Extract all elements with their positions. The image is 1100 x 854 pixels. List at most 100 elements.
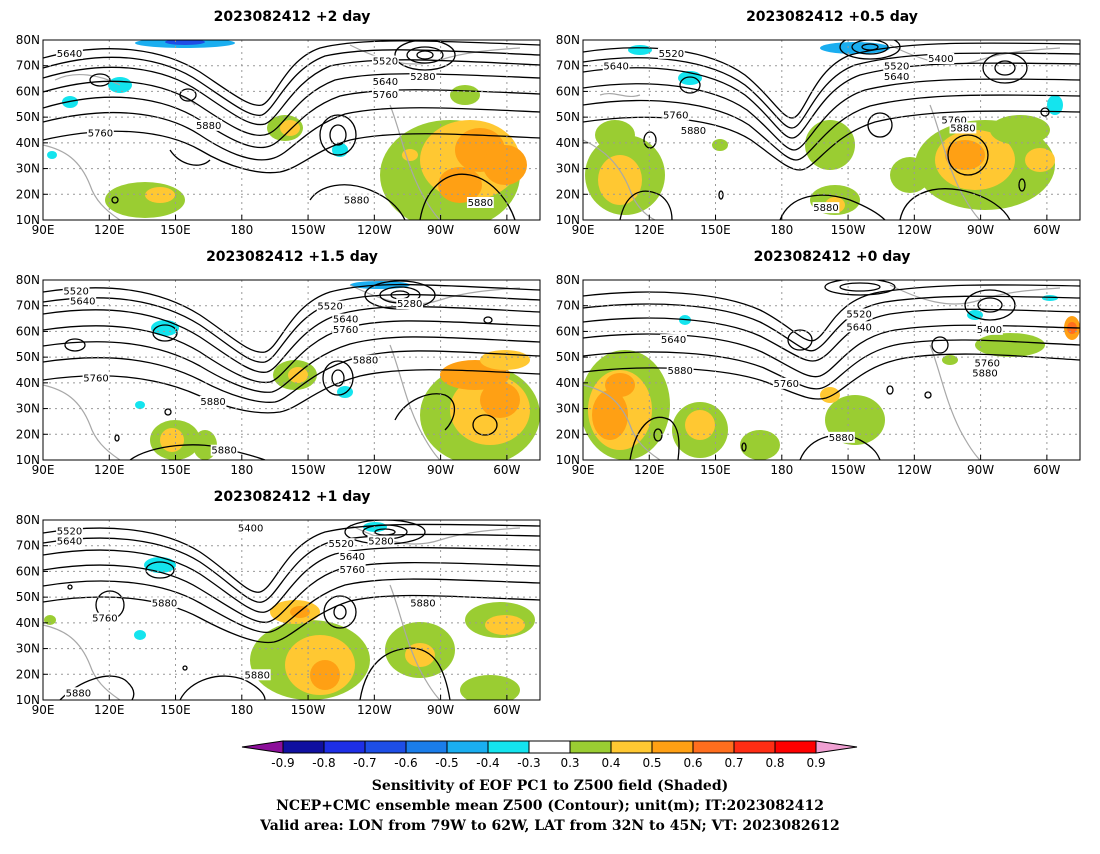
contour-label: 5760	[373, 90, 398, 101]
contour-label-background	[940, 114, 968, 126]
contour-label: 5760	[83, 374, 108, 385]
contour-label-background	[883, 60, 911, 72]
x-tick-label: 90W	[427, 463, 454, 477]
colorbar-segment	[323, 740, 366, 754]
x-tick-label: 180	[230, 463, 253, 477]
contour-label-background	[367, 535, 395, 547]
x-tick-label: 90W	[967, 223, 994, 237]
contour-label-background	[772, 377, 800, 389]
y-tick-label: 50N	[16, 350, 40, 364]
colorbar-segment	[282, 740, 325, 754]
x-tick-label: 120E	[634, 223, 665, 237]
colorbar-segment	[446, 740, 489, 754]
x-tick-label: 150E	[700, 223, 731, 237]
x-tick-label: 150W	[291, 703, 326, 717]
caption-line-3: Valid area: LON from 79W to 62W, LAT fro…	[259, 818, 840, 834]
contour-label: 5880	[200, 397, 225, 408]
contour-label: 5760	[88, 129, 113, 140]
colorbar-label: 0.6	[683, 756, 702, 770]
contour-label: 5280	[410, 72, 435, 83]
contour-label-background	[680, 125, 707, 136]
x-tick-label: 120W	[897, 463, 932, 477]
contour-label-background	[949, 122, 977, 134]
contour-label-background	[91, 612, 119, 624]
panel-title: 2023082412 +0.5 day	[746, 9, 918, 25]
contour-label-background	[666, 365, 694, 376]
contour-label-background	[56, 535, 83, 547]
contour-label-background	[409, 597, 437, 609]
x-tick-label: 120W	[897, 223, 932, 237]
contour-label-background	[971, 367, 999, 379]
contour-label-background	[69, 295, 97, 307]
contour-label: 5760	[773, 379, 798, 390]
map-frame	[42, 39, 541, 221]
contour-labels: 5640 5520 5280 5640 5760 5760 5880 5880 5880	[56, 47, 494, 209]
axis-ticks: 90E 120E 150E 180 150W 120W 90W 60W 80N 70N 60N 50N…	[16, 513, 521, 717]
map-frame	[42, 519, 541, 701]
y-tick-label: 10N	[556, 213, 580, 227]
y-tick-label: 20N	[16, 187, 40, 201]
contour-label-background	[332, 313, 360, 325]
y-tick-label: 70N	[16, 299, 40, 313]
colorbar-label: 0.9	[806, 756, 825, 770]
contour-label-background	[56, 47, 83, 59]
map-panel-plus-1-day: 2023082412 +1 day	[16, 489, 541, 717]
contour-label: 5640	[57, 49, 82, 60]
contour-label: 5520	[659, 49, 684, 60]
y-tick-label: 80N	[556, 33, 580, 47]
colorbar-segment	[774, 740, 817, 754]
x-tick-label: 120E	[94, 463, 125, 477]
contour-label-background	[199, 395, 227, 407]
contour-label-background	[327, 538, 355, 550]
contour-label: 5640	[340, 552, 365, 563]
colorbar-label: -0.6	[394, 756, 417, 770]
contour-label: 5880	[211, 446, 236, 457]
colorbar-label: -0.5	[435, 756, 458, 770]
contour-label-background	[338, 551, 366, 562]
contour-label: 5880	[410, 598, 435, 609]
contour-label-background	[343, 194, 371, 206]
x-tick-label: 150W	[291, 463, 326, 477]
y-tick-label: 60N	[556, 84, 580, 98]
x-tick-label: 90E	[572, 223, 595, 237]
contour-label-background	[237, 522, 265, 534]
map-panel-plus-2-day: 2023082412 +2 day	[16, 9, 541, 237]
colorbar-label: 0.5	[642, 756, 661, 770]
contour-label-background	[812, 202, 840, 214]
contour-label: 5520	[63, 286, 88, 297]
colorbar-label: -0.4	[476, 756, 499, 770]
contour-label: 5880	[681, 126, 706, 137]
contour-label: 5640	[57, 537, 82, 548]
x-tick-label: 180	[770, 223, 793, 237]
contour-label-background	[662, 109, 690, 121]
contour-label: 5400	[977, 325, 1002, 336]
y-tick-label: 60N	[556, 324, 580, 338]
contour-label-background	[210, 444, 238, 456]
x-tick-label: 90E	[32, 703, 55, 717]
x-tick-label: 150W	[831, 463, 866, 477]
y-tick-label: 40N	[16, 136, 40, 150]
contour-label-background	[602, 60, 630, 72]
contour-label-background	[64, 687, 92, 699]
x-tick-label: 120E	[94, 703, 125, 717]
coastlines	[583, 284, 1061, 460]
contour-label-background	[828, 431, 855, 443]
contour-label-background	[371, 76, 399, 88]
contour-label-background	[976, 323, 1003, 335]
y-tick-label: 40N	[16, 376, 40, 390]
contour-label: 5760	[92, 614, 117, 625]
axis-ticks: 90E 120E 150E 180 150W 120W 90W 60W 80N 70N 60N 50N…	[556, 273, 1061, 477]
caption-line-2: NCEP+CMC ensemble mean Z500 (Contour); u…	[276, 798, 824, 814]
x-tick-label: 90W	[967, 463, 994, 477]
graticule	[43, 40, 540, 220]
y-tick-label: 60N	[16, 564, 40, 578]
contour-label: 5400	[928, 54, 953, 65]
contour-label: 5520	[884, 62, 909, 73]
contour-label: 5640	[373, 77, 398, 88]
sensitivity-shading	[583, 295, 1080, 460]
contour-label: 5880	[972, 369, 997, 380]
